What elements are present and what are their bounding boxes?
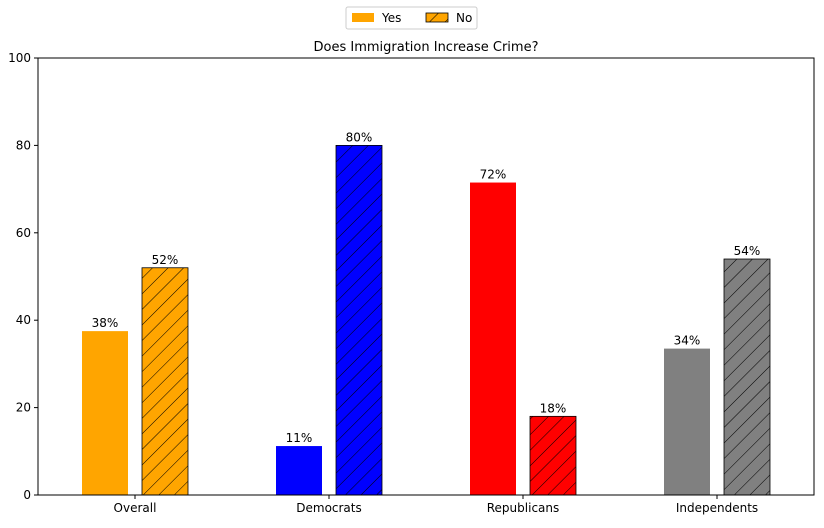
x-tick-label: Overall [114,501,157,515]
y-tick-label: 60 [16,226,31,240]
x-tick-label: Democrats [296,501,362,515]
bar-republicans-yes [470,182,516,496]
bar-data-label: 34% [674,334,701,348]
bars [82,144,771,496]
y-tick-label: 100 [8,51,31,65]
bar-overall-yes [82,331,128,495]
chart-title: Does Immigration Increase Crime? [314,40,539,55]
bar-data-label: 72% [480,168,507,182]
bar-independents-yes [664,348,710,495]
y-tick-label: 80 [16,138,31,152]
bar-data-label: 80% [346,130,373,144]
legend-swatch-no [425,12,449,23]
y-axis: 0 20 40 60 80 100 [8,51,38,502]
legend: Yes No [345,6,478,30]
bar-labels: 38% 52% 11% 80% 72% 18% 34% 54% [92,130,761,445]
bar-democrats-yes [276,446,322,495]
x-tick-label: Independents [676,501,758,515]
x-axis: Overall Democrats Republicans Independents [114,495,758,515]
bar-data-label: 52% [152,253,179,267]
plot-area-frame [37,57,815,496]
bar-republicans-no [529,415,577,496]
x-tick-label: Republicans [487,501,560,515]
legend-swatch-yes [352,13,374,22]
legend-frame [345,6,478,30]
bar-data-label: 38% [92,316,119,330]
bar-overall-no [141,267,189,496]
bar-data-label: 11% [286,431,313,445]
y-tick-label: 40 [16,313,31,327]
bar-data-label: 18% [540,401,567,415]
legend-label-no: No [456,11,472,25]
y-tick-label: 20 [16,401,31,415]
y-tick-label: 0 [23,488,31,502]
bar-data-label: 54% [734,244,761,258]
legend-label-yes: Yes [381,11,401,25]
bar-democrats-no [335,144,383,496]
bar-independents-no [723,258,771,496]
